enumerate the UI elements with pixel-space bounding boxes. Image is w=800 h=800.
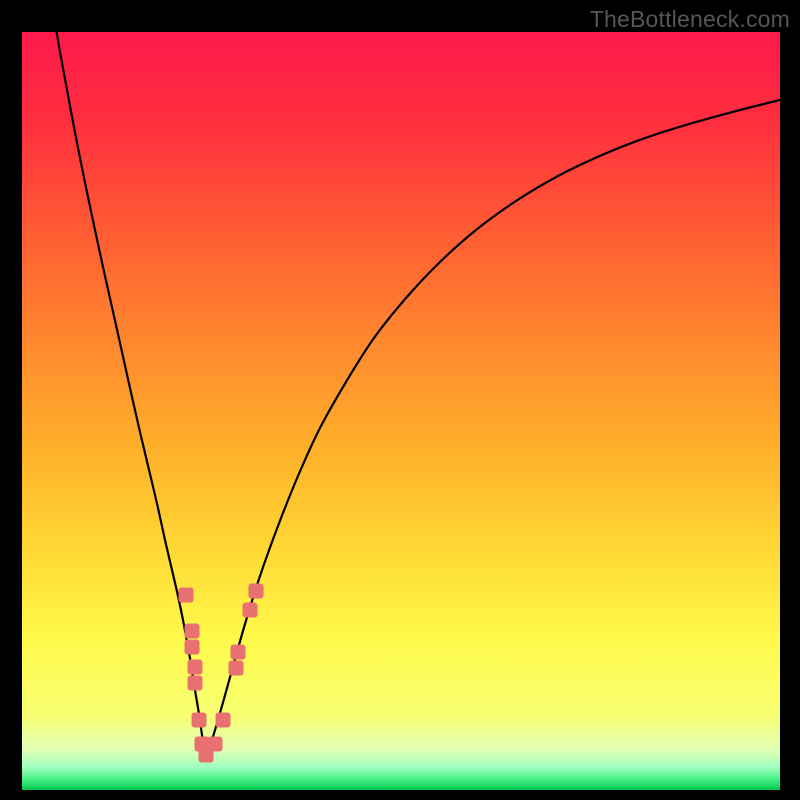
chart-outer-frame: TheBottleneck.com bbox=[0, 0, 800, 800]
data-marker-right-3 bbox=[231, 645, 246, 660]
data-marker-left-2 bbox=[185, 640, 200, 655]
data-marker-left-1 bbox=[185, 624, 200, 639]
data-marker-left-0 bbox=[179, 588, 194, 603]
data-marker-right-0 bbox=[208, 737, 223, 752]
plot-svg bbox=[0, 0, 800, 800]
data-marker-right-4 bbox=[243, 603, 258, 618]
data-marker-left-4 bbox=[188, 676, 203, 691]
data-marker-right-1 bbox=[216, 713, 231, 728]
data-marker-left-3 bbox=[188, 660, 203, 675]
data-marker-left-5 bbox=[192, 713, 207, 728]
data-marker-right-2 bbox=[229, 661, 244, 676]
data-marker-right-5 bbox=[249, 584, 264, 599]
